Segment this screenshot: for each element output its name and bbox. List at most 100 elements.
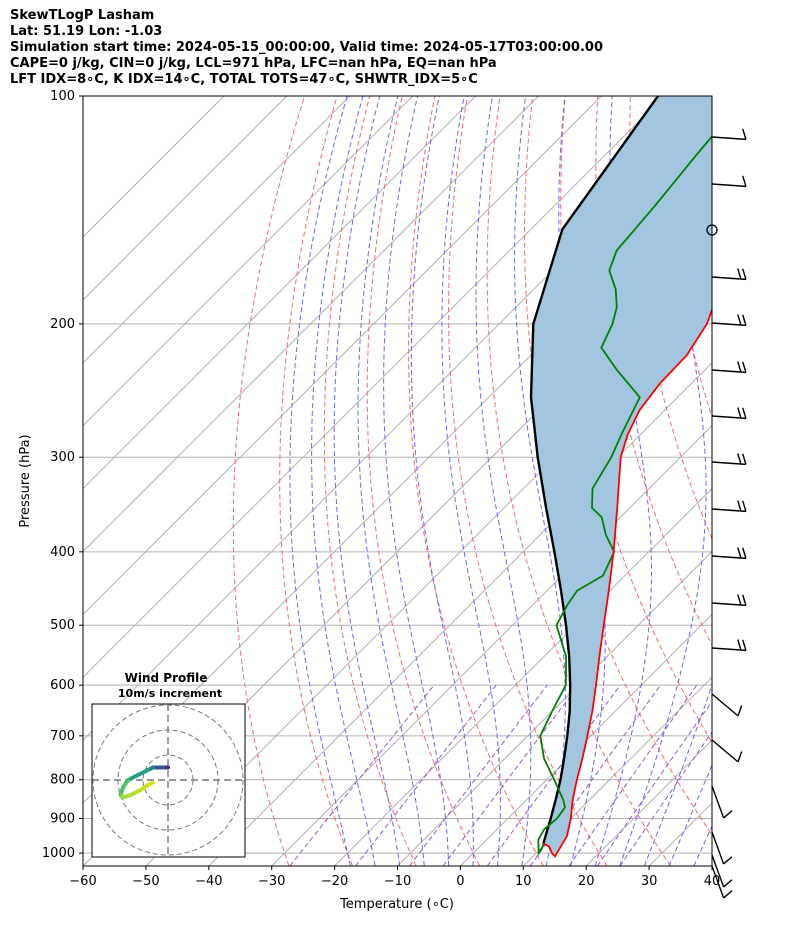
wind-barb [711,361,747,374]
y-tick-label: 400 [50,545,75,560]
y-tick-label: 100 [50,89,75,104]
moist-adiabat-line [289,96,351,866]
x-tick-label: 0 [456,874,464,889]
isotherm-line [83,96,351,364]
mixing-ratio-line [289,684,435,866]
y-tick-label: 700 [50,729,75,744]
dry-adiabat-line [408,96,544,866]
moist-adiabat-line [668,763,712,866]
cin-shaded-area [531,96,712,857]
y-tick-label: 500 [50,618,75,633]
x-tick-label: 20 [578,874,595,889]
isotherm-line [145,299,712,866]
wind-barb [711,739,743,763]
mixing-ratio-line [409,684,548,866]
y-axis-label: Pressure (hPa) [18,434,33,527]
pressure-axis-ticks: 1000 900 800 700 600 500 400 300 200 100 [42,89,83,861]
isotherm-line [83,96,288,301]
wind-barb [711,175,747,188]
dry-adiabat-line [486,96,672,866]
isotherm-line [460,613,712,866]
hodograph-inset: Wind Profile 10m/s increment [91,671,246,858]
y-tick-label: 900 [50,811,75,826]
dewpoint-profile-line [537,135,712,857]
mixing-ratio-line [529,684,662,866]
isotherm-line [83,96,414,427]
background-reference-lines [83,96,794,866]
wind-barb [711,547,747,560]
x-tick-label: −40 [195,874,222,889]
hodograph-title: Wind Profile [125,671,208,685]
y-tick-label: 200 [50,317,75,332]
dry-adiabat-line [761,96,794,866]
dry-adiabat-line [629,96,712,540]
data-series-layer [529,96,712,858]
isotherm-line [83,96,476,490]
y-tick-label: 600 [50,678,75,693]
lifted-indices: LFT IDX=8∘C, K IDX=14∘C, TOTAL TOTS=47∘C… [10,72,478,87]
isotherm-line [83,96,539,553]
moist-adiabat-line [311,96,376,866]
wind-barb [711,594,747,607]
isotherm-line [522,676,712,866]
x-tick-label: 10 [515,874,532,889]
chart-title: SkewTLogP Lasham [10,8,155,23]
moist-adiabat-line [643,683,712,866]
wind-barb [711,854,733,888]
time-line: Simulation start time: 2024-05-15_00:00:… [10,40,603,55]
moist-adiabat-line [719,96,794,866]
location-line: Lat: 51.19 Lon: -1.03 [10,24,163,39]
dry-adiabat-line [448,96,608,866]
calm-wind-circle [706,224,718,236]
mixing-ratio-line [596,700,712,866]
hodograph-subtitle: 10m/s increment [118,687,222,700]
mixing-ratio-line [442,684,580,866]
moist-adiabat-line [514,96,566,866]
x-tick-label: 30 [641,874,658,889]
moist-adiabat-line [383,96,450,866]
x-tick-label: −20 [321,874,348,889]
isotherm-line [83,96,602,616]
isotherm-line [334,487,712,866]
wind-barb [711,831,733,865]
moist-adiabat-line [410,96,474,866]
hodograph-segment [146,780,155,787]
wind-barb [711,268,747,281]
mixing-ratio-line [486,684,621,866]
wind-barb [711,865,733,899]
wind-barb [711,453,747,466]
isotherm-line [83,96,225,238]
stability-indices: CAPE=0 j/kg, CIN=0 j/kg, LCL=971 hPa, LF… [10,56,497,71]
parcel-profile-line [529,96,659,844]
moist-adiabat-line [619,96,707,866]
moist-adiabat-line [333,96,401,866]
temperature-axis-ticks: −60 −50 −40 −30 −20 −10 0 10 20 30 40 [69,866,720,889]
wind-barb [711,785,733,819]
dry-adiabat-line [728,96,794,866]
moist-adiabat-line [744,96,794,866]
wind-barbs-column [706,128,747,899]
dry-adiabat-line [232,96,305,866]
x-tick-label: −60 [69,874,96,889]
wind-barb [711,693,743,717]
isotherm-line [397,550,712,866]
dry-adiabat-line [323,96,417,866]
mixing-ratio-line [619,731,712,866]
x-tick-label: −10 [384,874,411,889]
y-tick-label: 1000 [42,846,75,861]
x-tick-label: −50 [132,874,159,889]
dry-adiabat-line [366,96,481,866]
y-tick-label: 800 [50,773,75,788]
wind-barb [711,128,747,141]
x-axis-label: Temperature (∘C) [339,897,454,912]
wind-barb [711,407,747,420]
mixing-ratio-line [355,684,497,866]
x-tick-label: −30 [258,874,285,889]
moist-adiabat-line [357,96,425,866]
wind-barb [711,314,747,327]
wind-barb [711,500,747,513]
isotherm-line [271,424,712,866]
wind-barb [711,639,747,652]
temperature-profile-line [542,307,712,858]
